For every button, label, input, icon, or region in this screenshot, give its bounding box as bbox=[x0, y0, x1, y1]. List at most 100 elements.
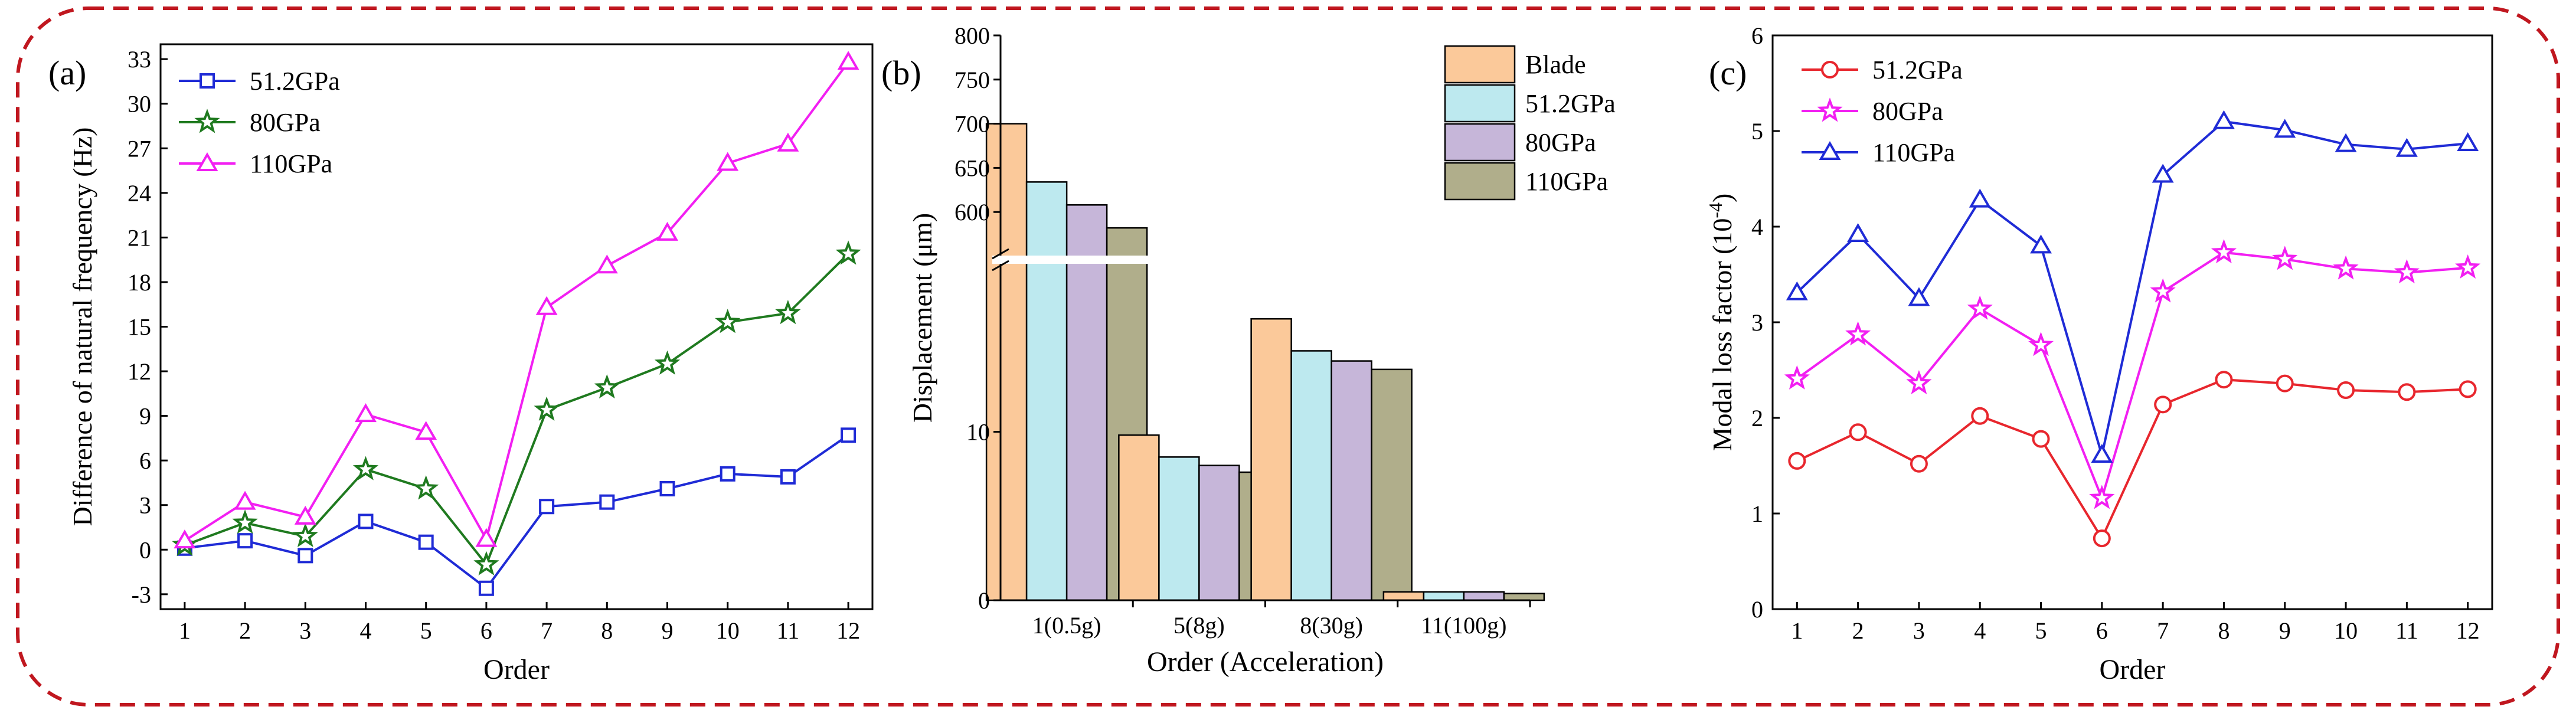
legend-marker bbox=[194, 109, 220, 133]
y-tick-label: 750 bbox=[954, 67, 990, 93]
legend-swatch bbox=[1444, 84, 1516, 123]
legend-marker bbox=[196, 152, 218, 171]
data-point-51.2GPa-4 bbox=[1971, 407, 1989, 425]
data-point-110GPa-6 bbox=[2091, 444, 2113, 463]
data-point-51.2GPa-12 bbox=[2459, 380, 2477, 398]
series-line-80GPa bbox=[1796, 251, 2468, 502]
data-point-51.2GPa-6 bbox=[478, 580, 494, 596]
x-tick-label: 8(30g) bbox=[1300, 612, 1363, 639]
data-point-80GPa-2 bbox=[232, 509, 258, 534]
bar-Blade-1(0.5g) bbox=[985, 123, 1028, 601]
legend-label: 110GPa bbox=[1525, 167, 1608, 196]
legend-marker bbox=[1821, 61, 1839, 79]
x-tick-label: 4 bbox=[359, 617, 371, 644]
series-line-51.2GPa bbox=[184, 434, 849, 590]
legend-label: 80GPa bbox=[1525, 128, 1596, 157]
axis-break-band bbox=[992, 256, 1531, 264]
data-point-110GPa-8 bbox=[2212, 110, 2235, 129]
data-point-110GPa-1 bbox=[1786, 281, 1808, 300]
bar-80GPa-1(0.5g) bbox=[1065, 204, 1108, 601]
data-point-80GPa-5 bbox=[2028, 332, 2054, 356]
legend-swatch bbox=[1444, 45, 1516, 84]
bar-51.2GPa-1(0.5g) bbox=[1025, 181, 1068, 601]
y-tick-label: 600 bbox=[954, 199, 990, 225]
y-tick-label: 800 bbox=[954, 22, 990, 49]
data-point-51.2GPa-2 bbox=[1849, 423, 1867, 441]
legend-marker bbox=[1817, 97, 1843, 122]
data-point-80GPa-7 bbox=[2150, 278, 2176, 303]
data-point-51.2GPa-3 bbox=[1910, 454, 1928, 473]
y-tick-label: 24 bbox=[128, 180, 151, 207]
bar-Blade-5(8g) bbox=[1118, 434, 1160, 601]
data-point-80GPa-11 bbox=[775, 300, 801, 325]
y-tick-label: 30 bbox=[128, 91, 151, 117]
y-tick-label: 3 bbox=[1751, 309, 1763, 336]
data-point-80GPa-9 bbox=[2272, 246, 2298, 270]
x-tick-label: 9 bbox=[662, 617, 674, 644]
data-point-110GPa-1 bbox=[174, 529, 196, 549]
y-axis-label: Modal loss factor (10-4) bbox=[1705, 194, 1737, 452]
x-tick-label: 7 bbox=[541, 617, 553, 644]
x-tick-label: 8 bbox=[2218, 617, 2230, 644]
data-point-80GPa-5 bbox=[413, 475, 439, 500]
data-point-110GPa-5 bbox=[2030, 234, 2052, 254]
legend-marker bbox=[200, 73, 215, 89]
data-point-110GPa-6 bbox=[475, 528, 498, 547]
bar-80GPa-11(100g) bbox=[1463, 591, 1505, 601]
data-point-51.2GPa-7 bbox=[2154, 395, 2172, 414]
data-point-80GPa-4 bbox=[1967, 295, 1993, 320]
y-axis-label-main: Modal loss factor (10 bbox=[1707, 218, 1737, 452]
legend-label: 51.2GPa bbox=[1872, 55, 1963, 84]
data-point-110GPa-9 bbox=[656, 221, 678, 241]
y-tick-label: 4 bbox=[1751, 214, 1763, 240]
legend-swatch bbox=[1444, 162, 1516, 201]
bar-Blade-11(100g) bbox=[1382, 591, 1425, 601]
data-point-80GPa-3 bbox=[1906, 370, 1932, 395]
x-tick-label: 12 bbox=[2456, 617, 2480, 644]
data-point-80GPa-7 bbox=[534, 396, 560, 421]
data-point-110GPa-4 bbox=[1969, 188, 1991, 208]
y-tick-label: 650 bbox=[954, 155, 990, 181]
x-tick-label: 8 bbox=[601, 617, 613, 644]
y-tick-label: 6 bbox=[1751, 22, 1763, 49]
y-tick-label: 33 bbox=[128, 46, 151, 73]
x-axis-label: Order (Acceleration) bbox=[1147, 646, 1384, 678]
x-tick-label: 5 bbox=[2035, 617, 2047, 644]
x-tick-label: 10 bbox=[2334, 617, 2358, 644]
data-point-51.2GPa-11 bbox=[780, 469, 796, 485]
data-point-51.2GPa-2 bbox=[237, 533, 253, 549]
x-tick-label: 9 bbox=[2279, 617, 2291, 644]
legend-label: Blade bbox=[1525, 50, 1586, 79]
data-point-51.2GPa-7 bbox=[539, 499, 555, 515]
legend-label: 51.2GPa bbox=[1525, 89, 1616, 118]
data-point-110GPa-7 bbox=[535, 296, 558, 315]
y-tick-label: 3 bbox=[139, 492, 151, 519]
axis-break-mark bbox=[992, 248, 1009, 260]
data-point-80GPa-8 bbox=[594, 374, 620, 399]
bar-51.2GPa-11(100g) bbox=[1423, 591, 1465, 601]
data-point-110GPa-12 bbox=[837, 51, 859, 70]
bar-51.2GPa-8(30g) bbox=[1290, 350, 1332, 601]
y-tick-label: 10 bbox=[966, 419, 990, 446]
series-line-51.2GPa bbox=[1796, 378, 2468, 541]
data-point-80GPa-6 bbox=[473, 551, 499, 575]
data-point-110GPa-11 bbox=[2395, 138, 2418, 157]
data-point-110GPa-12 bbox=[2457, 132, 2479, 152]
series-line-110GPa bbox=[184, 61, 849, 542]
data-point-110GPa-10 bbox=[2335, 133, 2357, 152]
data-point-110GPa-2 bbox=[234, 490, 256, 510]
legend-marker bbox=[1819, 140, 1841, 160]
x-tick-label: 6 bbox=[480, 617, 492, 644]
x-tick-label: 6 bbox=[2096, 617, 2108, 644]
y-tick-label: 12 bbox=[128, 358, 151, 385]
y-tick-label: 0 bbox=[978, 587, 990, 614]
legend-label: 51.2GPa bbox=[250, 67, 340, 96]
y-tick-label: 21 bbox=[128, 224, 151, 251]
x-tick-label: 7 bbox=[2157, 617, 2169, 644]
bar-80GPa-8(30g) bbox=[1331, 360, 1372, 601]
x-tick-label: 3 bbox=[299, 617, 311, 644]
series-line-110GPa bbox=[1796, 120, 2468, 456]
x-axis-label: Order bbox=[483, 654, 550, 685]
y-tick-label: 9 bbox=[139, 403, 151, 430]
bar-110GPa-8(30g) bbox=[1371, 368, 1413, 601]
